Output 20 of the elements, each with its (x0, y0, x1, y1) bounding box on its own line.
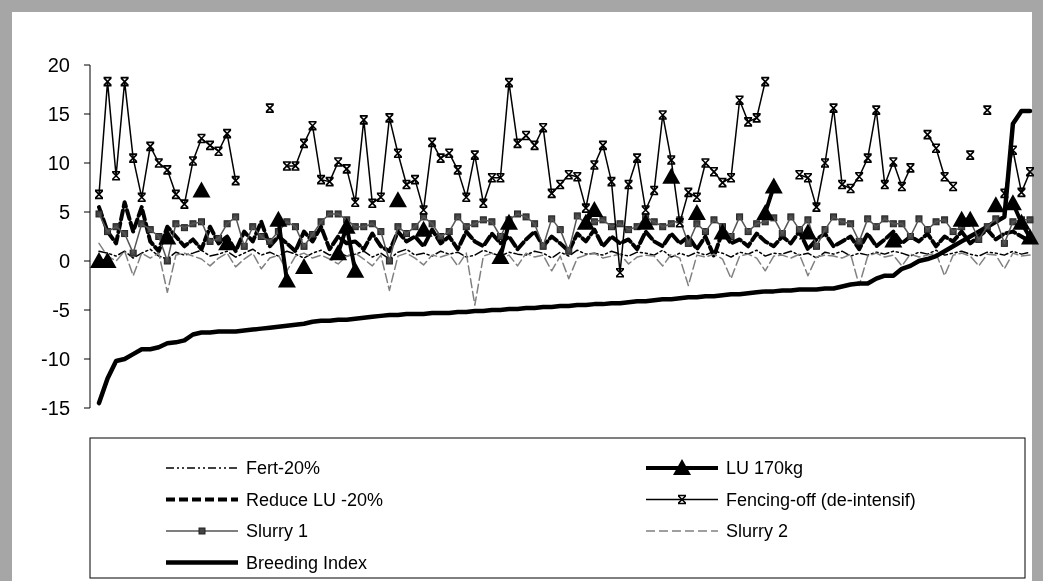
y-tick-label: 15 (47, 103, 70, 125)
point (662, 167, 681, 184)
legend-label: Fert-20% (246, 458, 321, 479)
legend-label: LU 170kg (726, 458, 804, 479)
point (294, 257, 313, 274)
y-tick-label: -5 (52, 299, 70, 321)
y-tick-label: -10 (41, 348, 70, 370)
y-tick-label: 10 (47, 152, 70, 174)
y-tick-label: -15 (41, 397, 70, 419)
y-tick-label: 5 (58, 201, 70, 223)
y-tick-label: 0 (58, 250, 70, 272)
point (687, 203, 706, 220)
legend-label: Fencing-off (de-intensif) (726, 489, 916, 510)
legend-label: Slurry 2 (726, 521, 789, 542)
legend-label: Breeding Index (246, 552, 368, 573)
legend-label: Reduce LU -20% (246, 489, 384, 510)
legend-label: Slurry 1 (246, 521, 309, 542)
y-tick-label: 20 (47, 54, 70, 76)
point (986, 196, 1005, 213)
line-series (98, 242, 1031, 306)
